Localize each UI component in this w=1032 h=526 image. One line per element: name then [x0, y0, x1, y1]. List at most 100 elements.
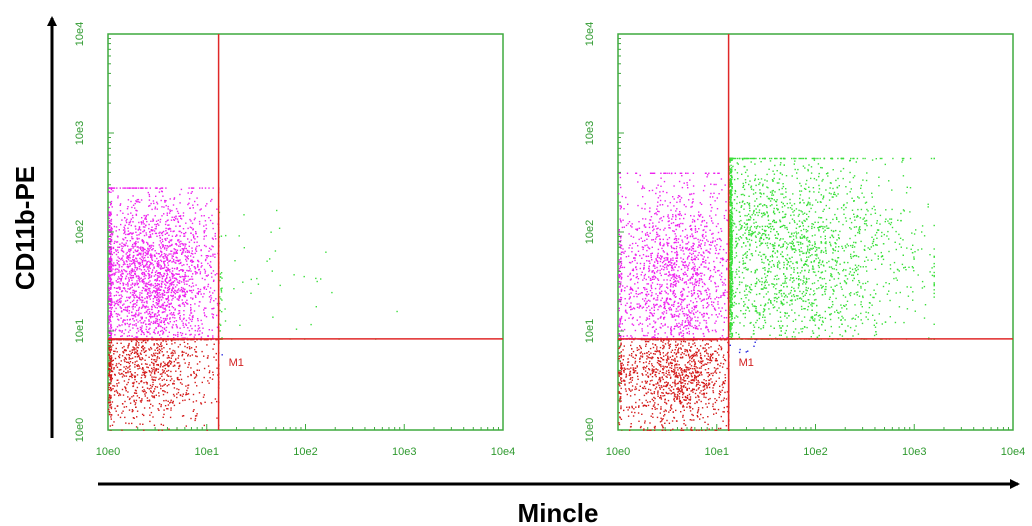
data-point: [113, 287, 116, 289]
data-point: [125, 375, 128, 377]
data-point: [149, 204, 151, 207]
data-point: [154, 349, 156, 351]
data-point: [185, 243, 187, 246]
data-point: [149, 374, 152, 376]
data-point: [162, 240, 164, 243]
data-point: [716, 257, 718, 259]
data-point: [703, 315, 705, 317]
data-point: [158, 323, 160, 325]
data-point: [108, 383, 110, 385]
data-point: [128, 335, 131, 337]
data-point: [174, 308, 176, 310]
data-point: [216, 208, 218, 210]
data-point: [108, 226, 111, 228]
data-point: [696, 272, 698, 274]
data-point: [152, 384, 154, 386]
data-point: [150, 275, 153, 277]
data-point: [625, 224, 628, 227]
data-point: [190, 304, 192, 306]
data-point: [669, 279, 671, 282]
data-point: [157, 266, 160, 268]
data-point: [665, 299, 668, 301]
data-point: [131, 311, 133, 314]
data-point: [108, 267, 110, 269]
data-point: [127, 361, 129, 364]
data-point: [131, 232, 133, 235]
data-point: [128, 342, 130, 345]
data-point: [642, 196, 644, 198]
data-point: [175, 278, 178, 280]
data-point: [142, 249, 144, 252]
data-point: [192, 285, 195, 287]
data-point: [181, 253, 183, 255]
data-point: [194, 351, 197, 353]
data-point: [691, 247, 694, 250]
data-point: [148, 400, 150, 402]
data-point: [195, 375, 198, 377]
data-point: [128, 272, 131, 275]
data-point: [184, 251, 187, 253]
data-point: [138, 247, 140, 249]
data-point: [110, 380, 112, 383]
data-point: [168, 212, 171, 214]
data-point: [692, 218, 694, 221]
data-point: [154, 386, 157, 388]
data-point: [201, 381, 203, 384]
data-point: [156, 278, 159, 280]
data-point: [181, 383, 183, 385]
data-point: [108, 303, 110, 305]
data-point: [135, 275, 138, 277]
data-point: [131, 396, 133, 398]
data-point: [191, 278, 194, 280]
data-point: [151, 226, 153, 228]
data-point: [151, 244, 153, 247]
data-point: [182, 270, 184, 272]
data-point: [142, 254, 144, 256]
data-point: [143, 389, 145, 391]
data-point: [168, 241, 170, 244]
data-point: [117, 313, 119, 315]
data-point: [142, 278, 145, 281]
data-point: [136, 301, 138, 304]
data-point: [667, 214, 669, 216]
data-point: [208, 217, 210, 219]
data-point: [140, 333, 142, 336]
data-point: [117, 318, 119, 321]
data-point: [719, 248, 721, 251]
data-point: [213, 307, 215, 309]
data-point: [118, 246, 121, 248]
data-point: [693, 243, 695, 245]
data-point: [701, 254, 703, 257]
data-point: [182, 322, 184, 324]
data-point: [194, 270, 196, 273]
data-point: [157, 349, 159, 352]
data-point: [108, 368, 110, 371]
data-point: [126, 361, 128, 363]
data-point: [158, 272, 160, 274]
data-point: [713, 192, 715, 194]
data-point: [636, 273, 638, 275]
data-point: [715, 249, 717, 251]
data-point: [121, 324, 123, 326]
data-point: [128, 221, 130, 224]
data-point: [116, 235, 119, 237]
data-point: [171, 326, 173, 328]
data-point: [185, 425, 187, 427]
data-point: [653, 305, 655, 307]
data-point: [131, 294, 134, 296]
data-point: [680, 257, 682, 259]
data-point: [723, 317, 726, 319]
data-point: [190, 374, 192, 377]
data-point: [619, 245, 621, 248]
data-point: [111, 424, 114, 426]
data-point: [149, 384, 152, 387]
data-point: [178, 215, 180, 217]
data-point: [697, 296, 699, 298]
data-point: [187, 270, 190, 272]
data-point: [121, 347, 124, 349]
data-point: [674, 325, 676, 328]
data-point: [125, 283, 127, 286]
data-point: [171, 261, 173, 263]
data-point: [166, 237, 168, 240]
data-point: [718, 307, 720, 309]
